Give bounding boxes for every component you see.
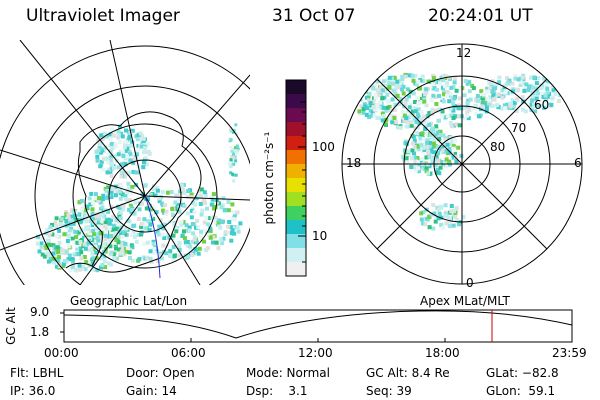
colorbar-cell bbox=[286, 94, 306, 109]
time-tick-0600: 06:00 bbox=[171, 346, 206, 360]
colorbar-cell bbox=[286, 220, 306, 235]
colorbar bbox=[285, 79, 307, 277]
geographic-map bbox=[0, 40, 250, 285]
colorbar-unit-label: photon cm⁻²s⁻¹ bbox=[262, 131, 276, 225]
antarctica-coastline bbox=[77, 111, 202, 273]
mag-auroral-emission bbox=[351, 72, 563, 231]
info-glon: GLon: 59.1 bbox=[486, 384, 556, 398]
info-gc-altitude: GC Alt: 8.4 Re bbox=[366, 366, 450, 380]
geo-longitude-lines bbox=[0, 40, 250, 285]
geographic-caption: Geographic Lat/Lon bbox=[70, 294, 188, 308]
colorbar-cell bbox=[286, 164, 306, 179]
colorbar-cell bbox=[286, 80, 306, 95]
colorbar-cell bbox=[286, 108, 306, 123]
apex-polar-plot bbox=[351, 72, 563, 231]
altitude-trace bbox=[63, 310, 573, 339]
info-filter: Flt: LBHL bbox=[10, 366, 64, 380]
mlt-label-12: 12 bbox=[456, 46, 472, 60]
mlat-label-80: 80 bbox=[490, 140, 506, 154]
info-ip: IP: 36.0 bbox=[10, 384, 56, 398]
colorbar-cell bbox=[286, 136, 306, 151]
mlat-label-60: 60 bbox=[534, 98, 550, 112]
instrument-title: Ultraviolet Imager bbox=[26, 6, 180, 26]
colorbar-cell bbox=[286, 122, 306, 137]
altitude-ytick-bottom: 1.8 bbox=[30, 325, 50, 339]
info-glat: GLat: −82.8 bbox=[486, 366, 559, 380]
colorbar-cell bbox=[286, 192, 306, 207]
geo-reference-meridian bbox=[144, 195, 161, 279]
colorbar-cell bbox=[286, 234, 306, 249]
altitude-ylabel: GC Alt bbox=[4, 307, 18, 345]
info-gain: Gain: 14 bbox=[126, 384, 177, 398]
mlt-label-18: 18 bbox=[346, 156, 362, 170]
mlt-label-6: 6 bbox=[574, 156, 582, 170]
mlt-label-0: 0 bbox=[466, 276, 474, 290]
altitude-ytick-top: 9.0 bbox=[30, 305, 50, 319]
date-label: 31 Oct 07 bbox=[272, 6, 356, 26]
mlat-label-70: 70 bbox=[511, 121, 527, 135]
colorbar-cell bbox=[286, 150, 306, 165]
mlt-meridians bbox=[342, 44, 582, 284]
colorbar-tick-10: 10 bbox=[312, 229, 328, 243]
time-tick-1800: 18:00 bbox=[425, 346, 460, 360]
colorbar-tick-100: 100 bbox=[312, 140, 335, 154]
apex-caption: Apex MLat/MLT bbox=[420, 294, 510, 308]
info-dsp: Dsp: 3.1 bbox=[246, 384, 308, 398]
colorbar-cell bbox=[286, 178, 306, 193]
colorbar-cell bbox=[286, 248, 306, 263]
info-mode: Mode: Normal bbox=[246, 366, 330, 380]
geo-latitude-circles bbox=[0, 45, 250, 285]
peninsula-coastline bbox=[65, 262, 93, 269]
info-seq: Seq: 39 bbox=[366, 384, 412, 398]
info-door: Door: Open bbox=[126, 366, 195, 380]
colorbar-cell bbox=[286, 206, 306, 221]
time-tick-2359: 23:59 bbox=[552, 346, 587, 360]
colorbar-cell bbox=[286, 262, 306, 277]
altitude-strip-plot bbox=[60, 309, 573, 343]
time-label: 20:24:01 UT bbox=[428, 6, 533, 26]
time-tick-0000: 00:00 bbox=[44, 346, 79, 360]
time-tick-1200: 12:00 bbox=[298, 346, 333, 360]
